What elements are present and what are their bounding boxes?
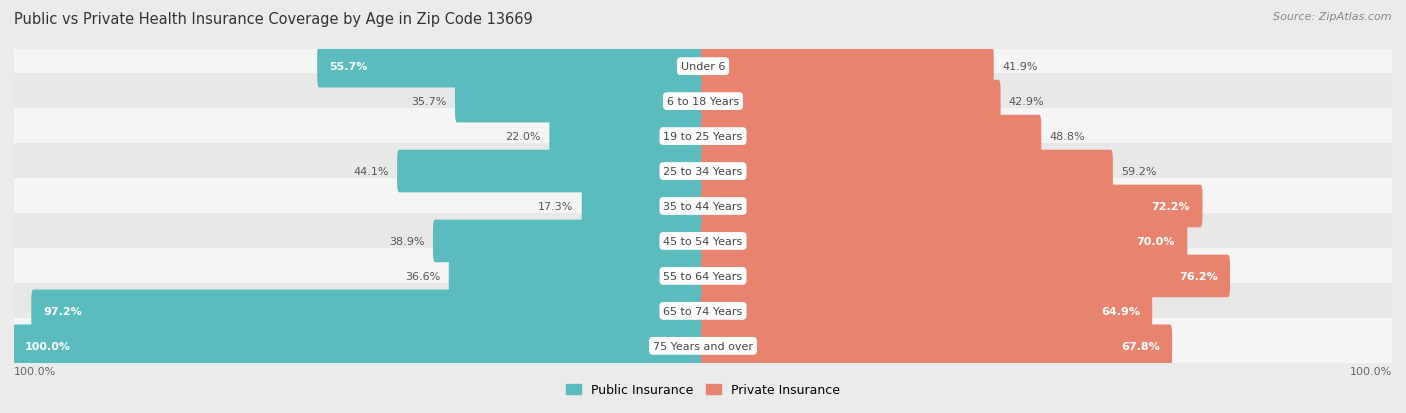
Text: 19 to 25 Years: 19 to 25 Years: [664, 132, 742, 142]
FancyBboxPatch shape: [702, 116, 1042, 158]
Text: Public vs Private Health Insurance Coverage by Age in Zip Code 13669: Public vs Private Health Insurance Cover…: [14, 12, 533, 27]
FancyBboxPatch shape: [702, 255, 1230, 297]
Text: 35.7%: 35.7%: [412, 97, 447, 107]
Text: 65 to 74 Years: 65 to 74 Years: [664, 306, 742, 316]
Text: 67.8%: 67.8%: [1121, 341, 1160, 351]
FancyBboxPatch shape: [582, 185, 704, 228]
Text: 42.9%: 42.9%: [1010, 97, 1045, 107]
FancyBboxPatch shape: [702, 150, 1114, 193]
FancyBboxPatch shape: [449, 255, 704, 297]
Text: 64.9%: 64.9%: [1101, 306, 1140, 316]
Text: 41.9%: 41.9%: [1002, 62, 1038, 72]
Text: 59.2%: 59.2%: [1121, 166, 1157, 177]
Text: 6 to 18 Years: 6 to 18 Years: [666, 97, 740, 107]
Text: 76.2%: 76.2%: [1178, 271, 1218, 281]
FancyBboxPatch shape: [702, 290, 1152, 332]
Text: 55.7%: 55.7%: [329, 62, 368, 72]
Text: 45 to 54 Years: 45 to 54 Years: [664, 236, 742, 247]
Text: 35 to 44 Years: 35 to 44 Years: [664, 202, 742, 211]
FancyBboxPatch shape: [13, 283, 1393, 339]
Text: 25 to 34 Years: 25 to 34 Years: [664, 166, 742, 177]
Text: 70.0%: 70.0%: [1136, 236, 1175, 247]
FancyBboxPatch shape: [13, 325, 704, 367]
FancyBboxPatch shape: [702, 46, 994, 88]
Text: Source: ZipAtlas.com: Source: ZipAtlas.com: [1274, 12, 1392, 22]
Text: 48.8%: 48.8%: [1049, 132, 1085, 142]
Text: 97.2%: 97.2%: [44, 306, 83, 316]
Text: 72.2%: 72.2%: [1152, 202, 1189, 211]
FancyBboxPatch shape: [31, 290, 704, 332]
Legend: Public Insurance, Private Insurance: Public Insurance, Private Insurance: [561, 378, 845, 401]
FancyBboxPatch shape: [456, 81, 704, 123]
FancyBboxPatch shape: [396, 150, 704, 193]
Text: 22.0%: 22.0%: [506, 132, 541, 142]
FancyBboxPatch shape: [702, 220, 1187, 263]
Text: 17.3%: 17.3%: [538, 202, 574, 211]
FancyBboxPatch shape: [13, 109, 1393, 165]
FancyBboxPatch shape: [13, 318, 1393, 374]
Text: Under 6: Under 6: [681, 62, 725, 72]
FancyBboxPatch shape: [550, 116, 704, 158]
Text: 100.0%: 100.0%: [24, 341, 70, 351]
Text: 44.1%: 44.1%: [353, 166, 389, 177]
Text: 55 to 64 Years: 55 to 64 Years: [664, 271, 742, 281]
Text: 38.9%: 38.9%: [389, 236, 425, 247]
FancyBboxPatch shape: [702, 185, 1202, 228]
FancyBboxPatch shape: [433, 220, 704, 263]
FancyBboxPatch shape: [13, 178, 1393, 235]
FancyBboxPatch shape: [13, 248, 1393, 304]
Text: 100.0%: 100.0%: [14, 366, 56, 376]
FancyBboxPatch shape: [13, 74, 1393, 130]
Text: 36.6%: 36.6%: [405, 271, 440, 281]
FancyBboxPatch shape: [13, 39, 1393, 95]
FancyBboxPatch shape: [702, 325, 1173, 367]
FancyBboxPatch shape: [318, 46, 704, 88]
FancyBboxPatch shape: [702, 81, 1001, 123]
Text: 75 Years and over: 75 Years and over: [652, 341, 754, 351]
FancyBboxPatch shape: [13, 144, 1393, 199]
Text: 100.0%: 100.0%: [1350, 366, 1392, 376]
FancyBboxPatch shape: [13, 214, 1393, 269]
